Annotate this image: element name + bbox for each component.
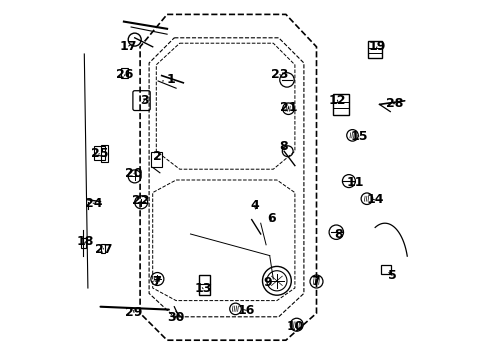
Text: 15: 15 [349, 130, 367, 143]
Text: 12: 12 [328, 94, 346, 107]
Text: 20: 20 [125, 167, 142, 180]
Bar [332, 94, 348, 115]
Text: 18: 18 [77, 235, 94, 248]
Text: 2: 2 [153, 150, 162, 163]
Text: 10: 10 [286, 320, 304, 333]
Text: 28: 28 [386, 97, 403, 110]
Text: 30: 30 [166, 311, 183, 324]
Text: 8: 8 [333, 228, 342, 240]
Bar [81, 238, 85, 248]
Text: 21: 21 [279, 101, 297, 114]
Text: 16: 16 [237, 304, 254, 317]
Text: 1: 1 [162, 73, 175, 86]
Text: 7: 7 [152, 275, 161, 288]
Bar [94, 146, 104, 160]
Bar [101, 244, 104, 253]
Text: 25: 25 [90, 147, 108, 160]
Text: 13: 13 [194, 282, 211, 295]
Text: 7: 7 [311, 275, 320, 288]
Text: 19: 19 [367, 40, 385, 53]
Text: 26: 26 [116, 68, 133, 81]
Text: 11: 11 [346, 176, 364, 189]
Text: 6: 6 [266, 212, 275, 225]
Text: 29: 29 [125, 306, 142, 319]
Text: 4: 4 [250, 199, 259, 212]
Text: 24: 24 [85, 197, 102, 210]
Text: 3: 3 [140, 94, 148, 107]
Bar [151, 152, 162, 167]
Bar [199, 275, 209, 295]
Text: 5: 5 [387, 269, 396, 282]
Bar [367, 41, 382, 58]
Bar [101, 145, 108, 162]
Text: 23: 23 [270, 68, 288, 81]
Bar [121, 68, 127, 78]
Text: 9: 9 [263, 276, 272, 289]
Bar [381, 265, 390, 274]
Text: 22: 22 [132, 194, 149, 207]
Text: 8: 8 [279, 140, 287, 153]
Text: 17: 17 [120, 40, 137, 53]
Text: 14: 14 [366, 193, 383, 206]
Text: 27: 27 [95, 243, 112, 256]
